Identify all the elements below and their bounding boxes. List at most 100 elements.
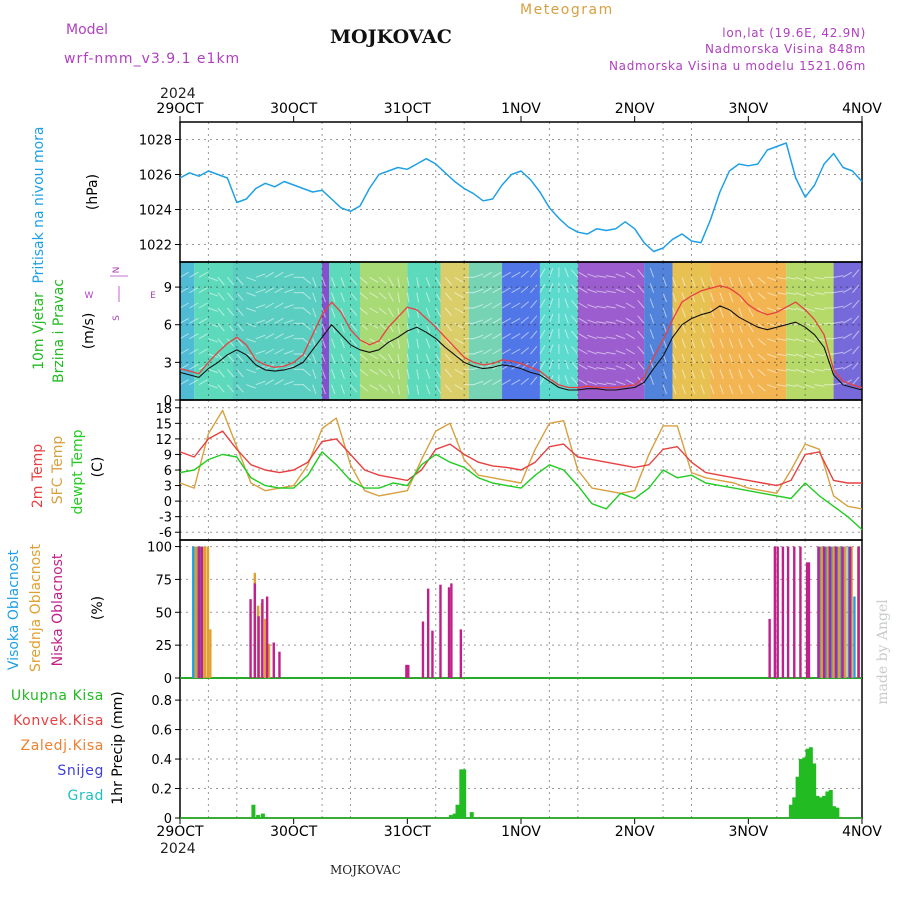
wind-barb (842, 363, 852, 370)
wind-barb (236, 338, 244, 347)
wind-barb (539, 314, 546, 324)
wind-barb (681, 277, 686, 287)
wind-barb (842, 287, 852, 294)
wind-barb (615, 365, 626, 370)
low-cloud-bar (197, 546, 201, 678)
wind-barb (861, 345, 868, 355)
mid-cloud-bar (826, 546, 830, 678)
wind-barb (786, 276, 797, 280)
wind-barb (757, 292, 766, 300)
x-tick-label-top: 29OCT (156, 101, 204, 117)
wind-barb (246, 307, 256, 312)
wind-barb (359, 292, 368, 300)
wind-barb (757, 384, 766, 392)
cloud-tick-label: 0 (164, 672, 172, 687)
wind-barb (236, 323, 244, 332)
wind-barb (492, 317, 502, 324)
wind-barb (767, 353, 777, 358)
wind-barb (615, 380, 626, 386)
wind-barb (804, 276, 815, 282)
low-cloud-bar (407, 664, 410, 678)
wind-barb (274, 271, 284, 278)
wind-barb (435, 338, 442, 348)
temperature-tick-label: 0 (164, 495, 172, 510)
wind-barb (369, 307, 379, 314)
temperature-tick-label: 12 (155, 433, 172, 448)
wind-barb (786, 292, 797, 295)
wind-barb (587, 350, 597, 355)
wind-barb (359, 307, 368, 315)
wind-barb (454, 307, 464, 314)
precip-bar (815, 795, 820, 818)
wind-barb (548, 298, 554, 309)
x-tick-label-bottom: 1NOV (501, 824, 541, 840)
wind-speed-line (179, 305, 863, 391)
wind-barb (548, 283, 554, 293)
wind-barb (255, 350, 266, 355)
low-cloud-bar (768, 618, 771, 678)
wind-barb (454, 322, 464, 329)
wind-barb (587, 273, 597, 278)
wind-barb (340, 353, 345, 364)
wind-barb (501, 317, 511, 324)
wind-barb (804, 353, 815, 358)
wind-barb (274, 348, 284, 355)
low-cloud-bar (459, 629, 463, 678)
wind-barb (719, 369, 724, 379)
wind-barb (728, 353, 734, 364)
wind-barb (672, 384, 677, 395)
wind-barb (217, 353, 225, 362)
wind-barb (861, 283, 868, 293)
wind-barb (691, 277, 696, 287)
x-tick-label-bottom: 4NOV (842, 824, 882, 840)
x-tick-label-top: 30OCT (270, 101, 318, 117)
year-label-top: 2024 (160, 86, 196, 102)
wind-barb (501, 271, 511, 278)
wind-barb (217, 338, 225, 347)
location-line: lon,lat (19.6E, 42.9N) (722, 26, 866, 40)
wind-barb (861, 375, 868, 385)
wind-barb (833, 305, 844, 309)
wind-barb (852, 361, 860, 370)
wind-barb (728, 369, 734, 379)
wind-barb (776, 292, 787, 295)
wind-barb (530, 284, 538, 293)
low-cloud-bar (261, 599, 264, 678)
wind-barb (747, 338, 754, 348)
wind-barb (842, 333, 852, 340)
wind-barb (226, 277, 235, 286)
wind-barb (587, 319, 597, 324)
wind-barb (359, 368, 368, 377)
low-cloud-bar (848, 546, 852, 678)
wind-barb (264, 287, 275, 294)
wind-barb (340, 384, 345, 395)
wind-barb (615, 304, 626, 309)
wind-barb (208, 384, 218, 389)
wind-barb (312, 307, 317, 318)
wind-barb (637, 284, 645, 293)
wind-barb (473, 350, 484, 355)
wind-barb (709, 292, 715, 303)
wind-barb (255, 288, 266, 294)
wind-barb (564, 283, 569, 293)
wind-barb (387, 277, 394, 287)
wind-barb (747, 353, 754, 363)
low-cloud-bar (776, 546, 779, 678)
wind-barb (454, 368, 464, 375)
wind-barb (786, 307, 797, 311)
wind-barb (709, 369, 715, 379)
low-cloud-bar (405, 664, 408, 678)
wind-barb (189, 287, 199, 294)
wind-barb (473, 288, 484, 294)
wind-barb (691, 369, 696, 379)
wind-barb (387, 292, 394, 302)
temp-unit: (C) (90, 457, 106, 478)
wind-barb (284, 365, 294, 370)
wind-barb (340, 338, 345, 349)
wind-barb (852, 284, 860, 293)
wind-barb (691, 353, 696, 364)
wind-barb (564, 375, 569, 385)
wind-barb (378, 276, 387, 285)
wind-barb (246, 368, 256, 374)
pressure-frame (179, 121, 863, 263)
